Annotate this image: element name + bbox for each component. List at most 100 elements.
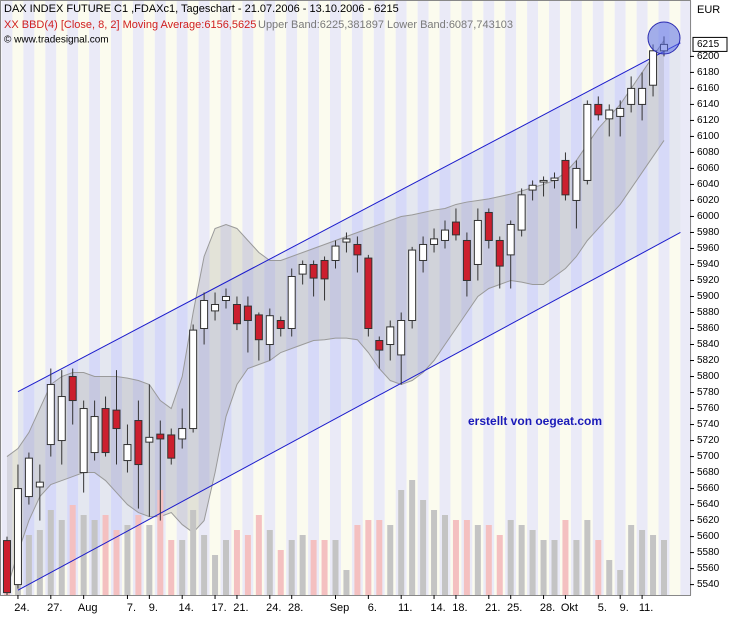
- volume-bar: [244, 535, 251, 595]
- candle-body: [528, 184, 537, 191]
- candle-body: [649, 50, 658, 86]
- candle-body: [3, 540, 11, 594]
- stripe: [614, 1, 626, 595]
- volume-bar: [124, 525, 131, 595]
- candle-body: [539, 179, 548, 183]
- stripe: [592, 1, 604, 595]
- chart-title: DAX INDEX FUTURE C1 ,FDAXc1, Tageschart …: [4, 3, 399, 15]
- candle-body: [112, 409, 121, 430]
- y-tick-label: 6040: [697, 179, 720, 190]
- stripe: [275, 1, 287, 595]
- candle-body: [309, 263, 318, 279]
- candle-body: [638, 87, 647, 105]
- volume-bar: [595, 540, 602, 595]
- y-tick-label: 6200: [697, 51, 720, 62]
- stripe: [625, 1, 637, 595]
- highlight-circle: [647, 21, 681, 55]
- x-tick-label: 24.: [266, 602, 281, 614]
- y-tick-label: 6180: [697, 67, 720, 78]
- x-tick-label: 5.: [598, 602, 607, 614]
- y-tick-label: 5940: [697, 259, 720, 270]
- stripe: [297, 1, 309, 595]
- volume-bar: [398, 490, 405, 595]
- y-tick-label: 6100: [697, 131, 720, 142]
- stripe: [559, 1, 571, 595]
- stripe: [154, 1, 166, 595]
- x-tick-label: 18.: [452, 602, 467, 614]
- volume-bar: [420, 500, 427, 595]
- stripe: [253, 1, 265, 595]
- stripe: [505, 1, 517, 595]
- x-tick-label: 11.: [398, 602, 412, 614]
- volume-bar: [135, 515, 142, 595]
- volume-bar: [485, 525, 492, 595]
- y-tick-label: 5540: [697, 579, 720, 590]
- volume-bar: [201, 535, 208, 595]
- candle-body: [506, 223, 515, 256]
- candle-body: [572, 167, 581, 201]
- volume-bar: [376, 520, 383, 595]
- volume-bar: [452, 520, 459, 595]
- x-tick-label: 9.: [149, 602, 158, 614]
- unit-label: EUR: [697, 4, 720, 16]
- y-tick-label: 6160: [697, 83, 720, 94]
- stripe: [330, 1, 341, 595]
- volume-bar: [190, 510, 197, 595]
- stripe: [428, 1, 440, 595]
- candle-body: [167, 434, 176, 459]
- stripe: [264, 1, 276, 595]
- stripe: [100, 1, 112, 595]
- stripe: [308, 1, 320, 595]
- volume-bar: [529, 530, 536, 595]
- stripe: [647, 1, 659, 595]
- volume-bar: [277, 550, 284, 595]
- lower-band: [6, 140, 665, 589]
- volume-bar: [299, 535, 306, 595]
- stripe: [669, 1, 681, 595]
- candle-body: [451, 221, 460, 236]
- y-tick-label: 5780: [697, 387, 720, 398]
- channel-line: [17, 232, 681, 591]
- volume-bar: [507, 520, 514, 595]
- volume-bar: [661, 540, 667, 595]
- volume-bar: [113, 530, 120, 595]
- x-tick-label: 14.: [430, 602, 445, 614]
- candle-body: [35, 481, 44, 488]
- y-tick-label: 5960: [697, 243, 720, 254]
- x-tick-label: 6.: [368, 602, 377, 614]
- x-tick-label: 14.: [179, 602, 194, 614]
- stripe: [538, 1, 550, 595]
- volume-bar: [518, 525, 525, 595]
- y-tick-label: 5620: [697, 515, 720, 526]
- stripe: [351, 1, 363, 595]
- stripe: [34, 1, 46, 595]
- volume-bar: [102, 515, 109, 595]
- stripe: [373, 1, 385, 595]
- candle-body: [353, 243, 362, 256]
- volume-bar: [310, 540, 317, 595]
- y-tick-label: 5740: [697, 419, 720, 430]
- candle-body: [583, 103, 592, 181]
- y-tick-label: 5660: [697, 483, 720, 494]
- candle-body: [90, 416, 99, 454]
- y-tick-label: 6140: [697, 99, 720, 110]
- stripe: [461, 1, 473, 595]
- candle-body: [320, 259, 329, 280]
- plot: [3, 36, 681, 595]
- candle-body: [550, 177, 559, 181]
- candle-body: [156, 433, 165, 440]
- candle-body: [397, 320, 406, 356]
- y-tick-label: 5700: [697, 451, 720, 462]
- stripe: [45, 1, 57, 595]
- source: © www.tradesignal.com: [4, 35, 109, 46]
- volume-bar: [47, 510, 54, 595]
- last-price-label: 6215: [697, 39, 720, 50]
- stripe: [516, 1, 528, 595]
- y-tick-label: 5920: [697, 275, 720, 286]
- stripe: [680, 1, 692, 595]
- x-tick-label: Sep: [330, 602, 350, 614]
- x-tick-label: 28.: [540, 602, 555, 614]
- y-tick-label: 5560: [697, 563, 720, 574]
- candle-body: [200, 299, 209, 330]
- stripe: [132, 1, 144, 595]
